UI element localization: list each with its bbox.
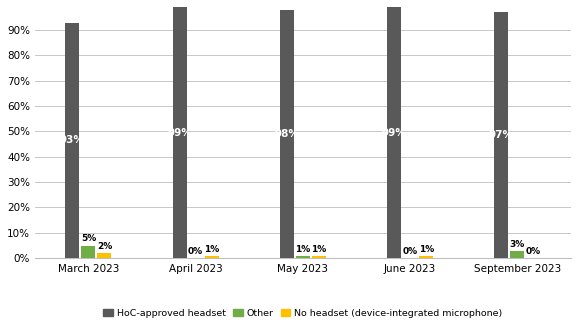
Text: 98%: 98% [275,129,299,139]
Text: 93%: 93% [60,135,85,145]
Bar [494,12,509,258]
Legend: HoC-approved headset, Other, No headset (device-integrated microphone): HoC-approved headset, Other, No headset … [99,305,506,322]
Bar [387,7,401,258]
Text: 0%: 0% [403,247,418,256]
Text: 97%: 97% [489,130,514,140]
Bar [280,10,294,258]
Bar [312,256,326,258]
Bar [81,246,95,258]
Text: 1%: 1% [418,245,434,254]
Text: 3%: 3% [510,240,525,249]
Bar [173,7,187,258]
Text: 0%: 0% [188,247,203,256]
Bar [65,23,79,258]
Text: 1%: 1% [204,245,219,254]
Text: 1%: 1% [295,245,310,254]
Bar [205,256,218,258]
Text: 0%: 0% [526,247,541,256]
Bar [296,256,310,258]
Bar [98,253,112,258]
Text: 5%: 5% [81,234,96,244]
Text: 99%: 99% [167,128,192,138]
Text: 2%: 2% [97,242,112,251]
Bar [510,251,524,258]
Text: 1%: 1% [312,245,327,254]
Text: 99%: 99% [382,128,406,138]
Bar [419,256,433,258]
